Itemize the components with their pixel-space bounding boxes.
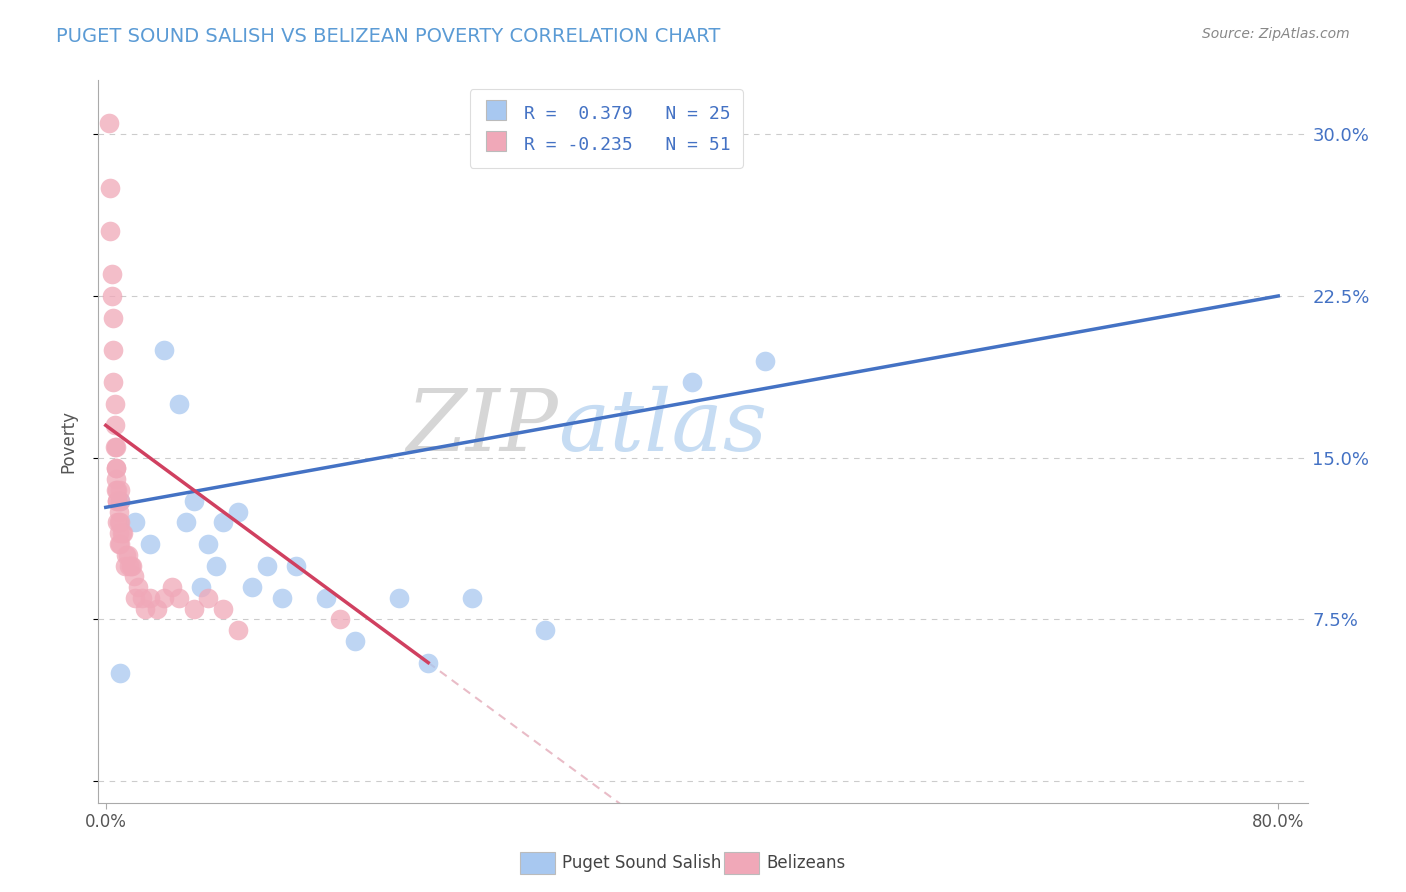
Point [98, 224, 121, 238]
Text: Source: ZipAtlas.com: Source: ZipAtlas.com [1202, 27, 1350, 41]
Point [153, 343, 176, 357]
Point [107, 483, 129, 497]
Point [131, 591, 153, 605]
Point [534, 624, 557, 638]
Point [204, 558, 226, 573]
Point [153, 591, 176, 605]
Text: ZIP: ZIP [406, 385, 558, 468]
Point [112, 526, 135, 541]
Point [212, 516, 235, 530]
Point [183, 493, 205, 508]
Point [103, 397, 125, 411]
Point [124, 591, 146, 605]
Point [134, 601, 156, 615]
Point [183, 601, 205, 615]
Point [226, 624, 249, 638]
Point [107, 516, 129, 530]
Point [240, 580, 263, 594]
Point [110, 493, 132, 508]
Point [105, 461, 128, 475]
Point [138, 591, 160, 605]
Point [329, 612, 352, 626]
Point [108, 505, 131, 519]
Point [101, 343, 124, 357]
Point [343, 634, 366, 648]
Point [103, 440, 125, 454]
Point [110, 666, 132, 681]
Point [97, 116, 120, 130]
Point [197, 537, 219, 551]
Point [122, 569, 145, 583]
Point [110, 493, 132, 508]
Point [103, 418, 125, 433]
Point [105, 483, 128, 497]
Point [226, 505, 249, 519]
Point [120, 558, 142, 573]
Point [115, 548, 138, 562]
Point [461, 591, 484, 605]
Text: PUGET SOUND SALISH VS BELIZEAN POVERTY CORRELATION CHART: PUGET SOUND SALISH VS BELIZEAN POVERTY C… [56, 27, 721, 45]
Text: atlas: atlas [558, 385, 768, 468]
Point [124, 516, 146, 530]
Point [105, 461, 128, 475]
Point [107, 493, 129, 508]
Point [285, 558, 308, 573]
Point [114, 558, 136, 573]
Point [111, 526, 134, 541]
Point [167, 397, 190, 411]
Point [100, 289, 122, 303]
Point [212, 601, 235, 615]
Point [100, 268, 122, 282]
Point [754, 353, 776, 368]
Point [388, 591, 411, 605]
Point [101, 310, 124, 325]
Point [127, 580, 149, 594]
Point [138, 537, 160, 551]
Point [681, 376, 703, 390]
Text: Belizeans: Belizeans [766, 854, 845, 871]
Point [110, 516, 132, 530]
Point [160, 580, 183, 594]
Point [121, 558, 143, 573]
Point [117, 548, 139, 562]
Point [270, 591, 292, 605]
Point [101, 376, 124, 390]
Y-axis label: Poverty: Poverty [59, 410, 77, 473]
Legend: R =  0.379   N = 25, R = -0.235   N = 51: R = 0.379 N = 25, R = -0.235 N = 51 [470, 89, 742, 168]
Point [197, 591, 219, 605]
Point [110, 537, 132, 551]
Point [108, 526, 131, 541]
Point [146, 601, 169, 615]
Text: Puget Sound Salish: Puget Sound Salish [562, 854, 721, 871]
Point [176, 516, 198, 530]
Point [256, 558, 278, 573]
Point [108, 537, 131, 551]
Point [418, 656, 440, 670]
Point [110, 483, 132, 497]
Point [108, 516, 131, 530]
Point [98, 181, 121, 195]
Point [105, 440, 128, 454]
Point [118, 558, 141, 573]
Point [105, 472, 128, 486]
Point [167, 591, 190, 605]
Point [315, 591, 337, 605]
Point [107, 493, 129, 508]
Point [190, 580, 212, 594]
